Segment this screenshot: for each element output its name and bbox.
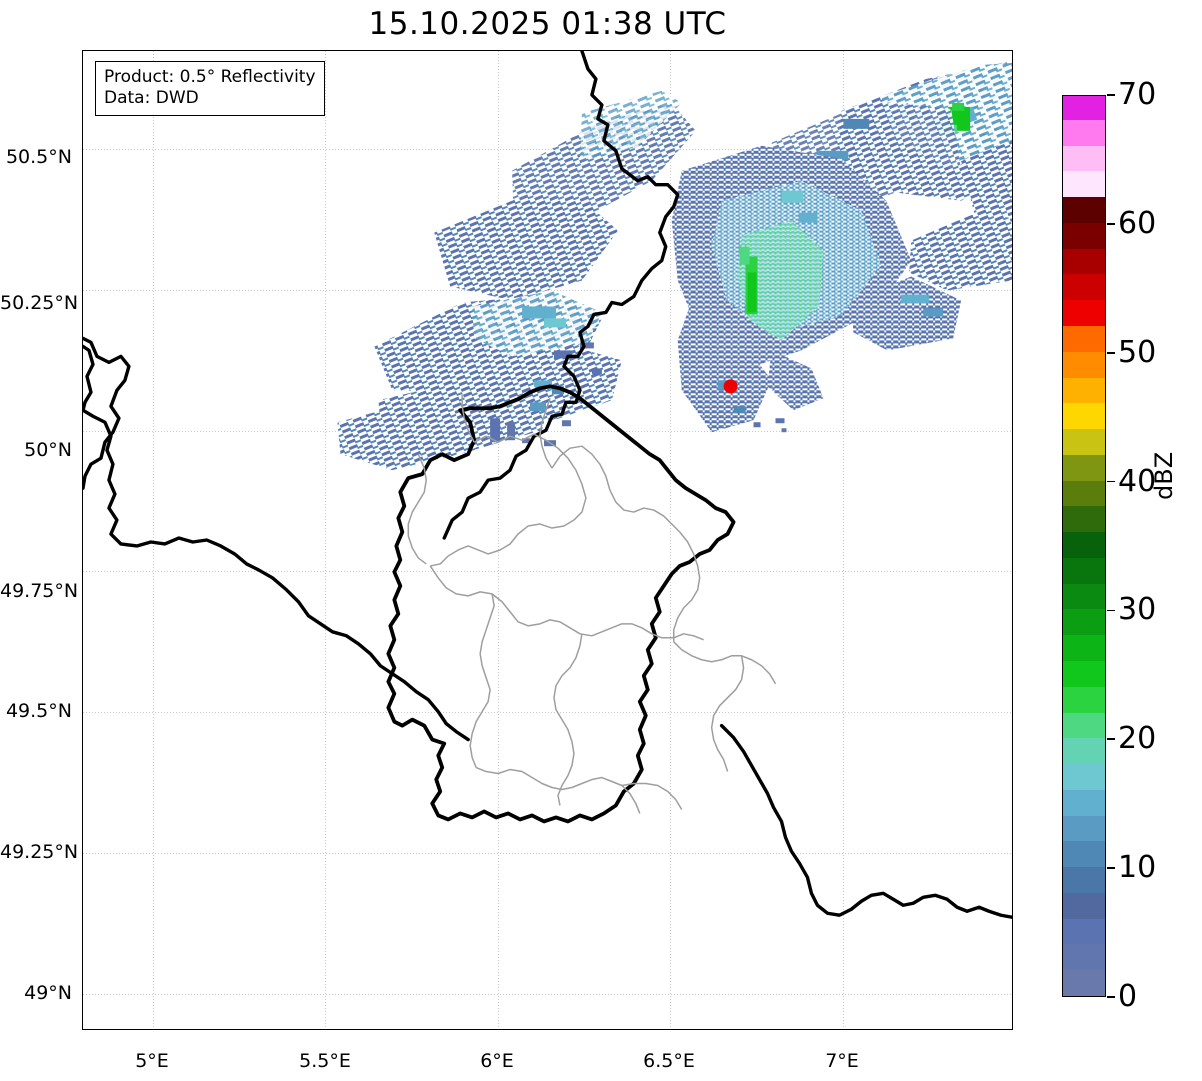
ytick-label-505: 50.5°N: [5, 146, 72, 168]
colorbar-gradient: [1062, 95, 1106, 997]
radar-reflectivity-layer: [83, 51, 1012, 919]
colorbar-segment: [1063, 119, 1105, 146]
colorbar-tickmark: [1107, 738, 1115, 741]
colorbar-segment: [1063, 686, 1105, 713]
colorbar-segment: [1063, 505, 1105, 533]
colorbar-segment: [1063, 144, 1105, 172]
internal-boundaries: [407, 394, 777, 814]
xtick-label-55e: 5.5°E: [299, 1050, 351, 1072]
colorbar-segment: [1063, 763, 1105, 790]
colorbar-segment: [1063, 351, 1105, 378]
colorbar-tick-label: 40: [1118, 463, 1157, 499]
colorbar-segment: [1063, 273, 1105, 301]
colorbar-segment: [1063, 402, 1105, 430]
colorbar-tick-label: 70: [1118, 77, 1157, 112]
y-tickmark: [82, 851, 83, 852]
xtick-label-65e: 6.5°E: [643, 1050, 695, 1072]
colorbar-segment: [1063, 789, 1105, 816]
colorbar-segment: [1063, 248, 1105, 275]
colorbar-segment: [1063, 299, 1105, 326]
colorbar-segment: [1063, 96, 1105, 120]
ytick-label-4925: 49.25°N: [0, 841, 79, 863]
page-title: 15.10.2025 01:38 UTC: [368, 6, 727, 42]
colorbar-tick-label: 0: [1118, 979, 1138, 1014]
colorbar-tickmark: [1107, 996, 1115, 998]
colorbar-tickmark: [1107, 351, 1115, 354]
info-box: Product: 0.5° Reflectivity Data: DWD: [95, 61, 325, 116]
colorbar-segment: [1063, 892, 1105, 919]
map-plot-area[interactable]: Product: 0.5° Reflectivity Data: DWD: [82, 50, 1013, 1030]
colorbar-segment: [1063, 454, 1105, 481]
colorbar-tick-label: 20: [1118, 721, 1157, 757]
y-tickmark: [82, 710, 83, 711]
y-tickmark: [82, 992, 83, 993]
colorbar-tick-label: 50: [1118, 334, 1157, 370]
colorbar-tickmark: [1107, 480, 1115, 483]
colorbar-segment: [1063, 969, 1105, 996]
colorbar-tickmark: [1107, 867, 1115, 869]
colorbar-tick-label: 10: [1118, 850, 1157, 886]
ytick-label-4975: 49.75°N: [0, 580, 79, 602]
y-tickmark: [82, 288, 83, 289]
ytick-label-50: 50°N: [24, 439, 72, 461]
colorbar-segment: [1063, 608, 1105, 636]
colorbar-segment: [1063, 428, 1105, 455]
radar-site-marker[interactable]: [723, 379, 738, 394]
colorbar-tick-label: 60: [1118, 205, 1157, 241]
colorbar-segment: [1063, 222, 1105, 249]
colorbar-tickmark: [1107, 609, 1115, 612]
colorbar-segment: [1063, 737, 1105, 765]
colorbar-segment: [1063, 840, 1105, 868]
country-borders: [83, 51, 1012, 919]
ytick-label-49: 49°N: [24, 982, 72, 1004]
xtick-label-5e: 5°E: [135, 1050, 169, 1072]
colorbar-segment: [1063, 918, 1105, 945]
y-tickmark: [82, 569, 83, 570]
colorbar-segment: [1063, 711, 1105, 739]
ytick-label-495: 49.5°N: [5, 700, 72, 722]
x-tickmark: [383, 1029, 384, 1030]
x-tickmark: [211, 1029, 212, 1030]
colorbar-segment: [1063, 170, 1105, 198]
colorbar-segment: [1063, 866, 1105, 893]
colorbar-segment: [1063, 479, 1105, 507]
colorbar-segment: [1063, 660, 1105, 687]
colorbar-segment: [1063, 376, 1105, 404]
y-tickmark: [82, 428, 83, 429]
info-product: Product: 0.5° Reflectivity: [104, 67, 316, 87]
xtick-label-6e: 6°E: [480, 1050, 514, 1072]
colorbar-segment: [1063, 557, 1105, 584]
colorbar-segment: [1063, 943, 1105, 971]
colorbar-tick-label: 30: [1118, 592, 1157, 628]
colorbar[interactable]: 0 10 20 30 40 50 60 70: [1062, 80, 1156, 1012]
colorbar-segment: [1063, 196, 1105, 223]
colorbar-segment: [1063, 583, 1105, 610]
colorbar-tickmark: [1107, 94, 1115, 96]
colorbar-segment: [1063, 531, 1105, 558]
ytick-label-5025: 50.25°N: [0, 292, 79, 314]
colorbar-segment: [1063, 634, 1105, 661]
colorbar-tickmark: [1107, 223, 1115, 225]
info-source: Data: DWD: [104, 88, 199, 108]
xtick-label-7e: 7°E: [825, 1050, 859, 1072]
x-tickmark: [900, 1029, 901, 1030]
colorbar-segment: [1063, 325, 1105, 352]
x-tickmark: [555, 1029, 556, 1030]
colorbar-segment: [1063, 815, 1105, 842]
x-tickmark: [728, 1029, 729, 1030]
y-tickmark: [82, 147, 83, 148]
echo-cluster-central: [671, 145, 1012, 433]
